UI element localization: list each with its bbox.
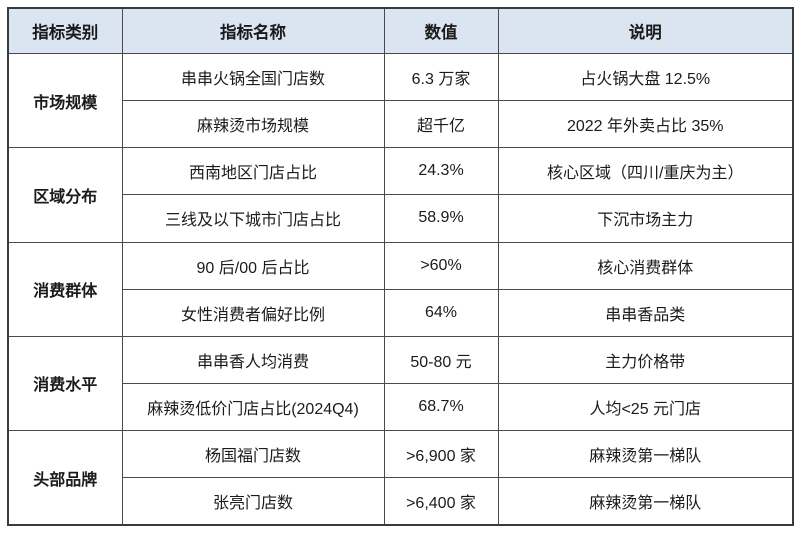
category-cell: 消费水平 <box>7 335 123 432</box>
table-row: 张亮门店数 >6,400 家 麻辣烫第一梯队 <box>8 477 794 526</box>
category-cell: 消费群体 <box>7 241 123 337</box>
indicator-name-cell: 杨国福门店数 <box>121 430 385 479</box>
note-cell: 下沉市场主力 <box>497 194 794 243</box>
table-row: 消费水平 串串香人均消费 50-80 元 主力价格带 <box>7 335 794 432</box>
indicator-name-cell: 串串火锅全国门店数 <box>121 52 385 102</box>
table-row: 女性消费者偏好比例 64% 串串香品类 <box>8 288 794 337</box>
table-row: 消费群体 90 后/00 后占比 >60% 核心消费群体 <box>7 241 794 337</box>
table-row: 麻辣烫低价门店占比(2024Q4) 68.7% 人均<25 元门店 <box>8 382 794 432</box>
value-cell: 24.3% <box>383 147 499 196</box>
indicator-name-cell: 三线及以下城市门店占比 <box>121 194 385 243</box>
market-data-table: 指标类别 指标名称 数值 说明 市场规模 串串火锅全国门店数 6.3 万家 占火… <box>7 7 794 526</box>
note-cell: 串串香品类 <box>497 288 794 337</box>
column-header-note: 说明 <box>497 7 794 54</box>
indicator-name-cell: 张亮门店数 <box>121 477 385 526</box>
table-row: 头部品牌 杨国福门店数 >6,900 家 麻辣烫第一梯队 <box>7 430 794 526</box>
value-cell: 68.7% <box>383 382 499 432</box>
header-row: 指标类别 指标名称 数值 说明 <box>7 7 794 54</box>
note-cell: 核心消费群体 <box>497 241 794 290</box>
note-cell: 核心区域（四川/重庆为主） <box>497 147 794 196</box>
value-cell: 超千亿 <box>383 100 499 149</box>
indicator-name-cell: 西南地区门店占比 <box>121 147 385 196</box>
indicator-name-cell: 90 后/00 后占比 <box>121 241 385 290</box>
value-cell: 6.3 万家 <box>383 52 499 102</box>
note-cell: 人均<25 元门店 <box>497 382 794 432</box>
value-cell: 50-80 元 <box>383 335 499 384</box>
value-cell: >60% <box>383 241 499 290</box>
category-cell: 区域分布 <box>7 147 123 243</box>
value-cell: >6,400 家 <box>383 477 499 526</box>
note-cell: 2022 年外卖占比 35% <box>497 100 794 149</box>
indicator-name-cell: 串串香人均消费 <box>121 335 385 384</box>
indicator-name-cell: 麻辣烫市场规模 <box>121 100 385 149</box>
note-cell: 麻辣烫第一梯队 <box>497 477 794 526</box>
value-cell: 58.9% <box>383 194 499 243</box>
table-row: 区域分布 西南地区门店占比 24.3% 核心区域（四川/重庆为主） <box>7 147 794 243</box>
indicator-name-cell: 女性消费者偏好比例 <box>121 288 385 337</box>
value-cell: >6,900 家 <box>383 430 499 479</box>
column-header-value: 数值 <box>383 7 499 54</box>
value-cell: 64% <box>383 288 499 337</box>
table-row: 市场规模 串串火锅全国门店数 6.3 万家 占火锅大盘 12.5% <box>7 52 794 149</box>
column-header-category: 指标类别 <box>7 7 123 54</box>
table-row: 三线及以下城市门店占比 58.9% 下沉市场主力 <box>8 194 794 243</box>
category-cell: 头部品牌 <box>7 430 123 526</box>
note-cell: 主力价格带 <box>497 335 794 384</box>
indicator-name-cell: 麻辣烫低价门店占比(2024Q4) <box>121 382 385 432</box>
note-cell: 占火锅大盘 12.5% <box>497 52 794 102</box>
column-header-indicator: 指标名称 <box>121 7 385 54</box>
category-cell: 市场规模 <box>7 52 123 149</box>
note-cell: 麻辣烫第一梯队 <box>497 430 794 479</box>
table-row: 麻辣烫市场规模 超千亿 2022 年外卖占比 35% <box>8 100 794 149</box>
